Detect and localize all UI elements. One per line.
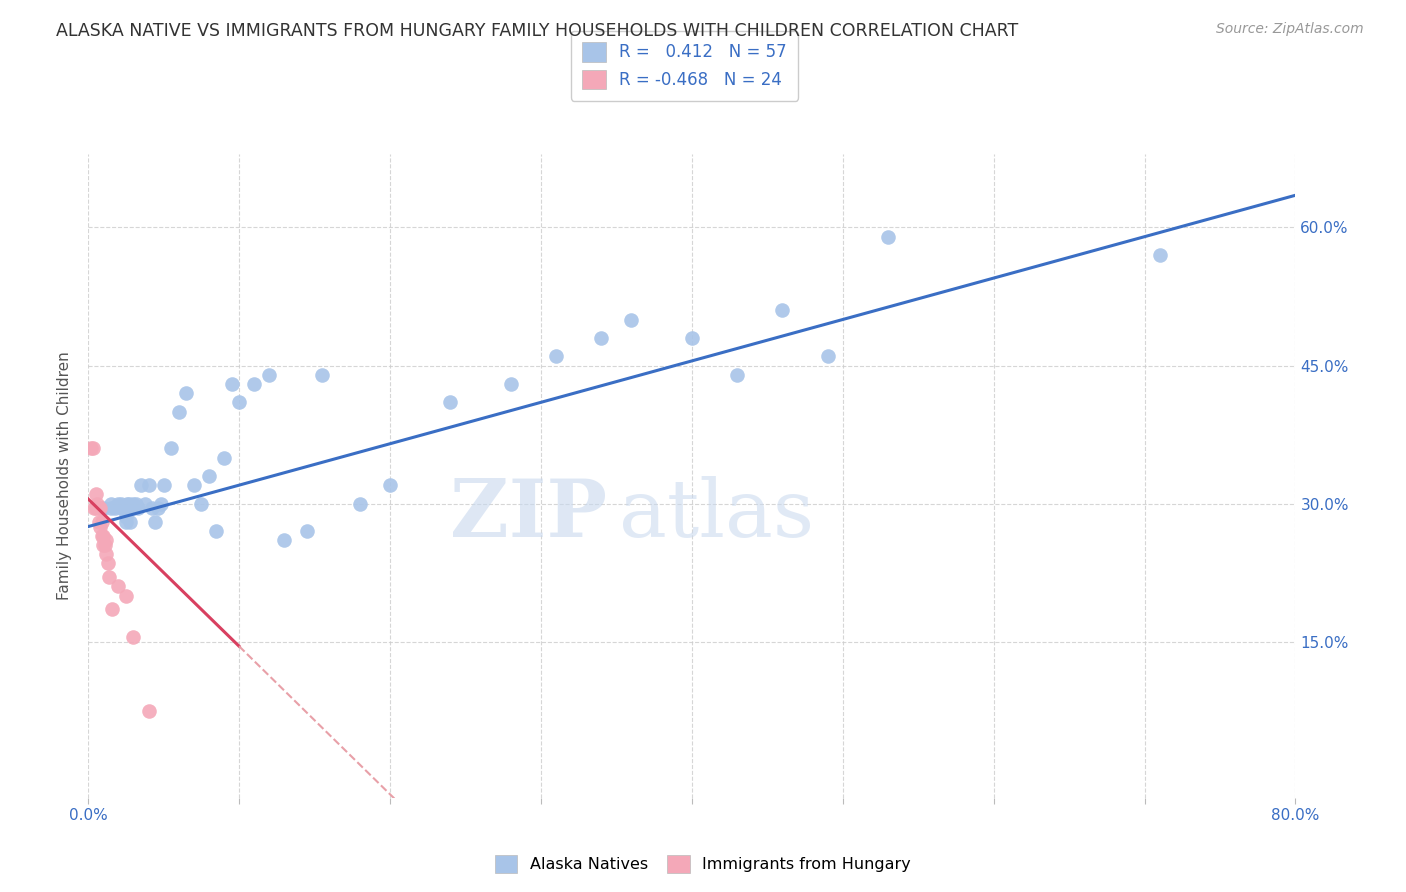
Point [120, 515, 142, 529]
Point [817, 349, 839, 363]
Point [86, 497, 108, 511]
Point [87, 501, 110, 516]
Text: Source: ZipAtlas.com: Source: ZipAtlas.com [1216, 22, 1364, 37]
Legend: Alaska Natives, Immigrants from Hungary: Alaska Natives, Immigrants from Hungary [488, 848, 918, 880]
Point [89, 519, 111, 533]
Point [257, 368, 280, 382]
Point [83, 501, 105, 516]
Point [198, 469, 221, 483]
Point [138, 478, 160, 492]
Point [115, 515, 138, 529]
Text: atlas: atlas [620, 475, 814, 554]
Point [138, 704, 160, 718]
Point [439, 395, 461, 409]
Point [110, 501, 132, 516]
Point [190, 497, 212, 511]
Text: ALASKA NATIVE VS IMMIGRANTS FROM HUNGARY FAMILY HOUSEHOLDS WITH CHILDREN CORRELA: ALASKA NATIVE VS IMMIGRANTS FROM HUNGARY… [56, 22, 1018, 40]
Point [82, 442, 104, 456]
Point [591, 331, 613, 345]
Point [499, 376, 522, 391]
Point [349, 497, 371, 511]
Point [174, 386, 197, 401]
Point [100, 497, 122, 511]
Point [167, 404, 190, 418]
Point [84, 487, 107, 501]
Point [877, 229, 900, 244]
Point [160, 442, 183, 456]
Point [141, 501, 163, 516]
Point [770, 303, 793, 318]
Point [96, 533, 118, 548]
Point [118, 497, 141, 511]
Point [725, 368, 748, 382]
Point [311, 368, 333, 382]
Point [117, 497, 139, 511]
Point [94, 538, 117, 552]
Point [100, 501, 122, 516]
Point [205, 524, 228, 538]
Legend: R =   0.412   N = 57, R = -0.468   N = 24: R = 0.412 N = 57, R = -0.468 N = 24 [571, 30, 799, 101]
Point [112, 501, 135, 516]
Point [90, 529, 112, 543]
Point [115, 589, 138, 603]
Point [107, 497, 129, 511]
Point [84, 501, 107, 516]
Point [91, 538, 114, 552]
Point [91, 529, 114, 543]
Point [122, 630, 145, 644]
Point [146, 501, 169, 516]
Point [101, 602, 124, 616]
Point [120, 501, 142, 516]
Point [544, 349, 567, 363]
Point [115, 510, 138, 524]
Point [228, 395, 250, 409]
Point [183, 478, 205, 492]
Point [295, 524, 318, 538]
Point [110, 497, 132, 511]
Point [378, 478, 401, 492]
Point [91, 501, 114, 516]
Y-axis label: Family Households with Children: Family Households with Children [58, 351, 72, 600]
Point [134, 497, 156, 511]
Point [120, 501, 142, 516]
Point [97, 557, 120, 571]
Point [90, 515, 112, 529]
Point [620, 312, 643, 326]
Point [98, 570, 121, 584]
Point [122, 497, 145, 511]
Point [243, 376, 266, 391]
Point [89, 501, 111, 516]
Point [80, 442, 103, 456]
Point [681, 331, 703, 345]
Point [122, 501, 145, 516]
Text: ZIP: ZIP [450, 475, 607, 554]
Point [1149, 248, 1171, 262]
Point [118, 501, 141, 516]
Point [212, 450, 235, 465]
Point [96, 547, 118, 561]
Point [149, 497, 172, 511]
Point [104, 501, 127, 516]
Point [107, 579, 129, 593]
Point [273, 533, 295, 548]
Point [87, 515, 110, 529]
Point [115, 501, 138, 516]
Point [221, 376, 243, 391]
Point [152, 478, 174, 492]
Point [143, 515, 166, 529]
Point [129, 478, 152, 492]
Point [127, 501, 149, 516]
Point [125, 497, 148, 511]
